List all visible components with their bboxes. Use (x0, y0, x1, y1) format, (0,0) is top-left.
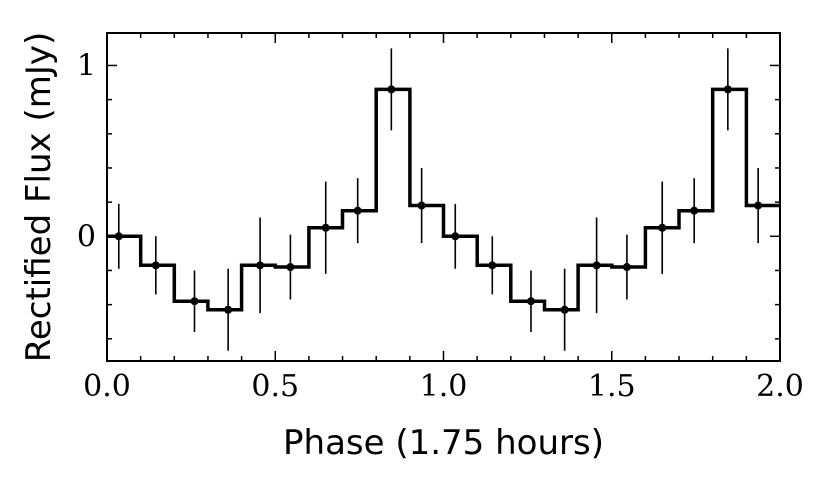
y-tick-label: 1 (77, 48, 96, 83)
y-tick-labels: 01 (77, 48, 96, 254)
data-point (488, 261, 497, 270)
y-axis-label: Rectified Flux (mJy) (19, 32, 59, 363)
x-tick-label: 0.0 (83, 369, 131, 404)
data-point (286, 263, 295, 272)
data-point (451, 232, 460, 241)
x-tick-label: 0.5 (251, 369, 299, 404)
data-point (387, 85, 396, 94)
data-point (560, 305, 569, 314)
data-point (321, 223, 330, 232)
x-tick-label: 1.5 (588, 369, 636, 404)
data-point (224, 305, 233, 314)
x-tick-label: 1.0 (420, 369, 468, 404)
data-point (658, 223, 667, 232)
data-point (526, 297, 535, 306)
x-tick-labels: 0.0 0.5 1.0 1.5 2.0 (83, 369, 804, 404)
axis-ticks (106, 33, 781, 361)
data-point (151, 261, 160, 270)
data-point (353, 206, 362, 215)
data-point (622, 263, 631, 272)
plot-frame (106, 32, 781, 362)
data-point (190, 297, 199, 306)
y-tick-label: 0 (77, 219, 96, 254)
data-point (690, 206, 699, 215)
data-point (114, 232, 123, 241)
x-tick-label: 2.0 (756, 369, 804, 404)
step-histogram-line (107, 87, 780, 312)
data-point (723, 85, 732, 94)
data-point (256, 261, 265, 270)
data-point (417, 201, 426, 210)
data-point (754, 201, 763, 210)
plot-area (107, 48, 780, 351)
x-axis-label: Phase (1.75 hours) (283, 423, 604, 463)
data-point (592, 261, 601, 270)
